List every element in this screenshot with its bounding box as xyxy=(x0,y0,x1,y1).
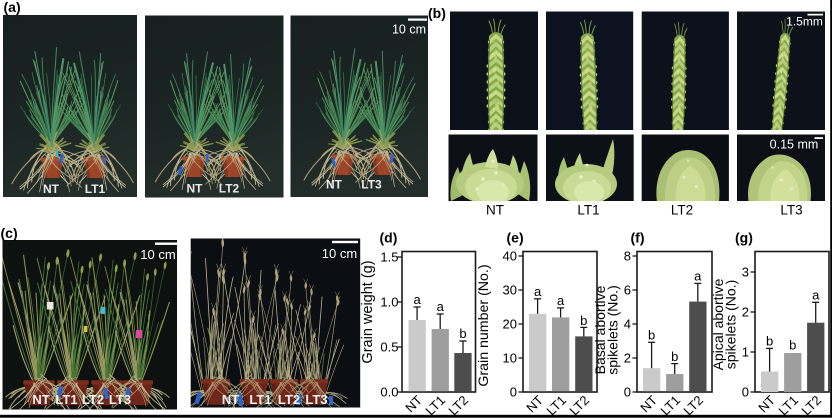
svg-text:30: 30 xyxy=(503,282,517,297)
svg-text:8: 8 xyxy=(624,248,631,263)
svg-text:10 cm: 10 cm xyxy=(140,247,175,262)
svg-text:a: a xyxy=(534,284,542,299)
svg-text:Apical abortive: Apical abortive xyxy=(710,278,726,370)
svg-text:LT3: LT3 xyxy=(109,392,131,407)
svg-text:LT2: LT2 xyxy=(680,393,706,419)
svg-text:NT: NT xyxy=(523,392,546,415)
svg-text:a: a xyxy=(557,293,565,308)
svg-text:b: b xyxy=(580,313,587,328)
svg-text:NT: NT xyxy=(32,392,49,407)
svg-text:Basal abortive: Basal abortive xyxy=(592,285,608,374)
svg-text:spikelets (No.): spikelets (No.) xyxy=(605,285,621,374)
svg-text:LT2: LT2 xyxy=(278,392,300,407)
svg-text:a: a xyxy=(437,299,445,314)
svg-text:LT1: LT1 xyxy=(249,392,271,407)
svg-text:1.5mm: 1.5mm xyxy=(786,15,823,29)
svg-text:(f): (f) xyxy=(631,230,645,246)
svg-text:LT3: LT3 xyxy=(305,392,327,407)
svg-text:LT2: LT2 xyxy=(798,393,824,419)
svg-text:10 cm: 10 cm xyxy=(322,246,357,261)
svg-text:NT: NT xyxy=(637,392,660,415)
svg-text:(b): (b) xyxy=(428,5,446,21)
svg-text:b: b xyxy=(671,349,678,364)
svg-text:LT2: LT2 xyxy=(566,393,592,419)
svg-text:spikelets (No.): spikelets (No.) xyxy=(723,280,739,369)
svg-text:1: 1 xyxy=(742,344,749,359)
svg-text:LT2: LT2 xyxy=(219,182,240,196)
svg-text:3: 3 xyxy=(742,264,749,279)
svg-text:(g): (g) xyxy=(735,230,753,246)
svg-text:0.0: 0.0 xyxy=(380,384,398,399)
svg-text:LT2: LT2 xyxy=(671,203,693,218)
svg-text:1.0: 1.0 xyxy=(380,294,398,309)
svg-text:(c): (c) xyxy=(1,225,18,241)
svg-text:20: 20 xyxy=(503,316,517,331)
svg-text:(d): (d) xyxy=(380,230,398,246)
svg-text:a: a xyxy=(694,269,702,284)
svg-text:b: b xyxy=(459,326,466,341)
svg-text:40: 40 xyxy=(503,248,517,263)
svg-text:(e): (e) xyxy=(507,230,524,246)
svg-text:0: 0 xyxy=(510,384,517,399)
svg-text:Grain number (No.): Grain number (No.) xyxy=(476,264,492,386)
svg-text:6: 6 xyxy=(624,282,631,297)
svg-text:a: a xyxy=(413,292,421,307)
svg-text:NT: NT xyxy=(402,392,425,415)
svg-text:LT1: LT1 xyxy=(577,203,599,218)
svg-text:LT1: LT1 xyxy=(657,393,683,419)
svg-text:b: b xyxy=(648,328,655,343)
svg-text:LT1: LT1 xyxy=(543,393,569,419)
svg-text:2: 2 xyxy=(624,350,631,365)
svg-text:LT1: LT1 xyxy=(422,393,448,419)
svg-text:0.15 mm: 0.15 mm xyxy=(770,138,819,152)
svg-text:a: a xyxy=(812,288,820,303)
svg-text:NT: NT xyxy=(755,392,778,415)
svg-text:LT2: LT2 xyxy=(445,393,471,419)
svg-text:LT1: LT1 xyxy=(85,182,106,196)
svg-text:NT: NT xyxy=(326,178,343,192)
svg-text:4: 4 xyxy=(624,316,631,331)
svg-text:NT: NT xyxy=(486,203,504,218)
svg-text:NT: NT xyxy=(222,392,239,407)
svg-text:LT3: LT3 xyxy=(361,178,382,192)
svg-text:b: b xyxy=(789,338,796,353)
svg-text:0: 0 xyxy=(742,384,749,399)
svg-text:1.5: 1.5 xyxy=(380,249,398,264)
svg-text:LT3: LT3 xyxy=(780,203,802,218)
svg-text:0: 0 xyxy=(624,384,631,399)
svg-text:b: b xyxy=(766,334,773,349)
svg-text:(a): (a) xyxy=(4,0,21,15)
svg-text:10 cm: 10 cm xyxy=(392,23,426,37)
svg-text:LT2: LT2 xyxy=(82,392,104,407)
svg-text:10: 10 xyxy=(503,350,517,365)
svg-text:2: 2 xyxy=(742,304,749,319)
svg-text:NT: NT xyxy=(187,182,204,196)
svg-text:Grain weight (g): Grain weight (g) xyxy=(360,260,376,363)
svg-text:LT1: LT1 xyxy=(775,393,801,419)
svg-text:0.5: 0.5 xyxy=(380,339,398,354)
svg-text:NT: NT xyxy=(43,182,60,196)
svg-text:LT1: LT1 xyxy=(55,392,77,407)
